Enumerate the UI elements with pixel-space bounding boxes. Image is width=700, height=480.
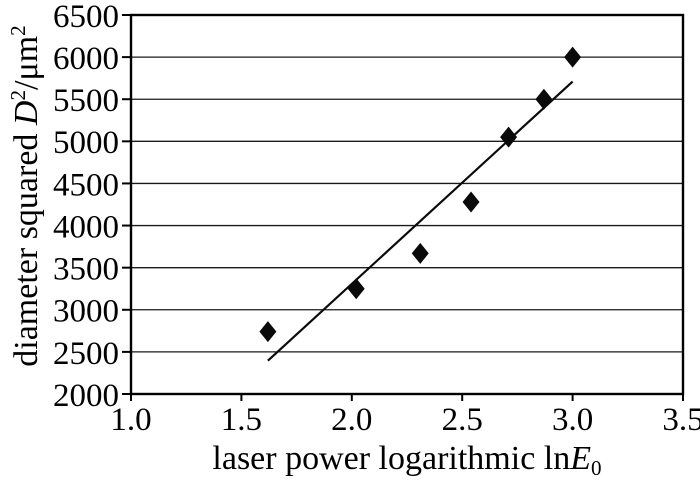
data-point-diamond — [259, 321, 277, 343]
y-axis-title-text: diameter squared — [8, 125, 45, 367]
data-point-diamond — [462, 191, 480, 213]
x-axis-variable-subscript: 0 — [591, 455, 602, 480]
y-tick-label: 5500 — [53, 83, 119, 119]
data-point-diamond — [564, 46, 582, 68]
y-tick-label: 6500 — [53, 0, 119, 35]
x-axis-title-text: laser power logarithmic ln — [212, 440, 571, 477]
y-tick-label: 5000 — [53, 125, 119, 161]
trend-line — [267, 80, 574, 362]
y-tick-label: 2000 — [53, 378, 119, 414]
plot-frame — [129, 13, 685, 396]
y-tick-label: 3000 — [53, 294, 119, 330]
x-tick-label: 2.5 — [442, 402, 483, 438]
y-axis-variable: D — [8, 100, 45, 126]
x-tick-label: 3.5 — [662, 402, 700, 438]
y-axis-unit-superscript: 2 — [6, 25, 31, 36]
y-tick-label: 2500 — [53, 336, 119, 372]
x-axis-title: laser power logarithmic lnE0 — [131, 440, 683, 480]
y-tick-label: 4500 — [53, 167, 119, 203]
y-tick-label: 4000 — [53, 209, 119, 245]
x-axis-variable: E — [570, 440, 592, 477]
data-point-diamond — [411, 242, 429, 264]
data-point-diamond — [347, 278, 365, 300]
x-tick-label: 1.5 — [221, 402, 262, 438]
x-tick-label: 1.0 — [110, 402, 151, 438]
data-point-diamond — [500, 126, 518, 148]
y-axis-title: diameter squared D2/μm2 — [3, 0, 51, 406]
y-tick-label: 3500 — [53, 252, 119, 288]
y-axis-unit: /μm — [8, 35, 45, 90]
y-tick-label: 6000 — [53, 41, 119, 77]
x-tick-label: 2.0 — [331, 402, 372, 438]
x-tick-label: 3.0 — [552, 402, 593, 438]
y-axis-variable-superscript: 2 — [6, 89, 31, 101]
